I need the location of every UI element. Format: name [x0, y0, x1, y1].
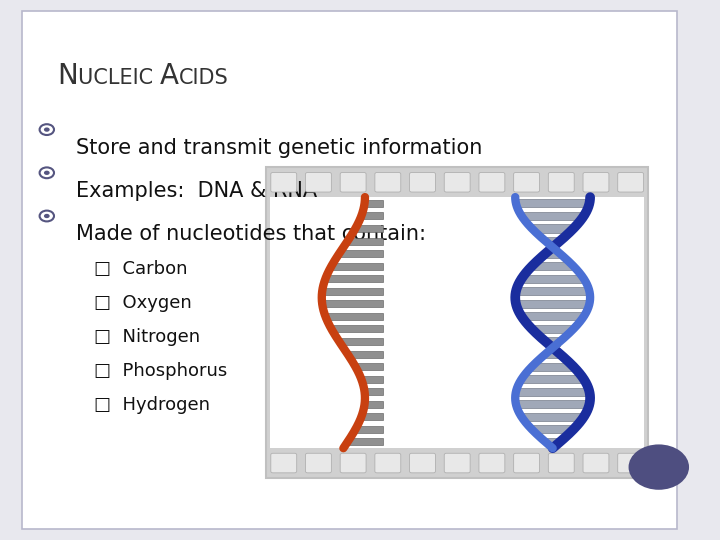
Bar	[545, 338, 560, 346]
FancyBboxPatch shape	[375, 172, 401, 192]
Text: Made of nucleotides that contain:: Made of nucleotides that contain:	[76, 224, 426, 244]
Bar	[364, 200, 383, 207]
Bar	[521, 212, 584, 220]
Text: UCLEIC: UCLEIC	[78, 68, 160, 87]
Circle shape	[44, 127, 50, 132]
FancyBboxPatch shape	[444, 172, 470, 192]
FancyBboxPatch shape	[410, 172, 436, 192]
FancyBboxPatch shape	[22, 11, 677, 529]
Bar	[339, 250, 383, 257]
FancyBboxPatch shape	[270, 197, 644, 448]
Circle shape	[44, 171, 50, 175]
FancyBboxPatch shape	[618, 453, 644, 473]
FancyBboxPatch shape	[410, 453, 436, 473]
Text: □  Nitrogen: □ Nitrogen	[94, 328, 199, 346]
Bar	[532, 426, 573, 434]
FancyBboxPatch shape	[305, 453, 331, 473]
Bar	[361, 212, 383, 219]
Bar	[532, 262, 573, 270]
FancyBboxPatch shape	[549, 172, 575, 192]
FancyBboxPatch shape	[513, 172, 539, 192]
Bar	[545, 438, 560, 446]
Bar	[521, 375, 584, 383]
Bar	[516, 400, 590, 408]
Bar	[325, 275, 383, 282]
Text: Examples:  DNA & RNA: Examples: DNA & RNA	[76, 181, 317, 201]
Circle shape	[629, 444, 689, 490]
Bar	[521, 312, 584, 320]
Bar	[516, 287, 590, 295]
Bar	[516, 388, 590, 396]
Bar	[532, 325, 573, 333]
FancyBboxPatch shape	[618, 172, 644, 192]
Bar	[356, 363, 383, 370]
Bar	[356, 426, 383, 433]
Bar	[348, 438, 383, 445]
Text: CIDS: CIDS	[179, 68, 229, 87]
FancyBboxPatch shape	[444, 453, 470, 473]
Bar	[348, 238, 383, 245]
Bar	[516, 199, 590, 207]
Bar	[516, 300, 590, 308]
Bar	[331, 326, 383, 333]
Bar	[532, 362, 573, 370]
FancyBboxPatch shape	[583, 172, 609, 192]
Bar	[322, 300, 383, 307]
Bar	[532, 225, 573, 233]
Text: N: N	[58, 62, 78, 90]
Bar	[322, 288, 383, 295]
FancyBboxPatch shape	[479, 453, 505, 473]
FancyBboxPatch shape	[340, 172, 366, 192]
Bar	[545, 350, 560, 358]
Bar	[521, 413, 584, 421]
Text: Store and transmit genetic information: Store and transmit genetic information	[76, 138, 482, 158]
Text: □  Hydrogen: □ Hydrogen	[94, 396, 210, 414]
FancyBboxPatch shape	[271, 453, 297, 473]
Text: A: A	[160, 62, 179, 90]
Bar	[364, 388, 383, 395]
Bar	[364, 401, 383, 408]
FancyBboxPatch shape	[583, 453, 609, 473]
FancyBboxPatch shape	[266, 167, 648, 478]
Bar	[339, 338, 383, 345]
Text: □  Phosphorus: □ Phosphorus	[94, 362, 227, 380]
FancyBboxPatch shape	[513, 453, 539, 473]
Text: □  Carbon: □ Carbon	[94, 260, 187, 278]
FancyBboxPatch shape	[340, 453, 366, 473]
Bar	[348, 350, 383, 357]
Bar	[331, 262, 383, 269]
Bar	[361, 413, 383, 420]
Bar	[325, 313, 383, 320]
FancyBboxPatch shape	[549, 453, 575, 473]
Circle shape	[44, 214, 50, 218]
FancyBboxPatch shape	[479, 172, 505, 192]
FancyBboxPatch shape	[305, 172, 331, 192]
FancyBboxPatch shape	[375, 453, 401, 473]
Bar	[356, 225, 383, 232]
Bar	[545, 249, 560, 258]
FancyBboxPatch shape	[271, 172, 297, 192]
Bar	[545, 237, 560, 245]
Bar	[361, 376, 383, 383]
Bar	[521, 275, 584, 283]
Text: □  Oxygen: □ Oxygen	[94, 294, 192, 312]
